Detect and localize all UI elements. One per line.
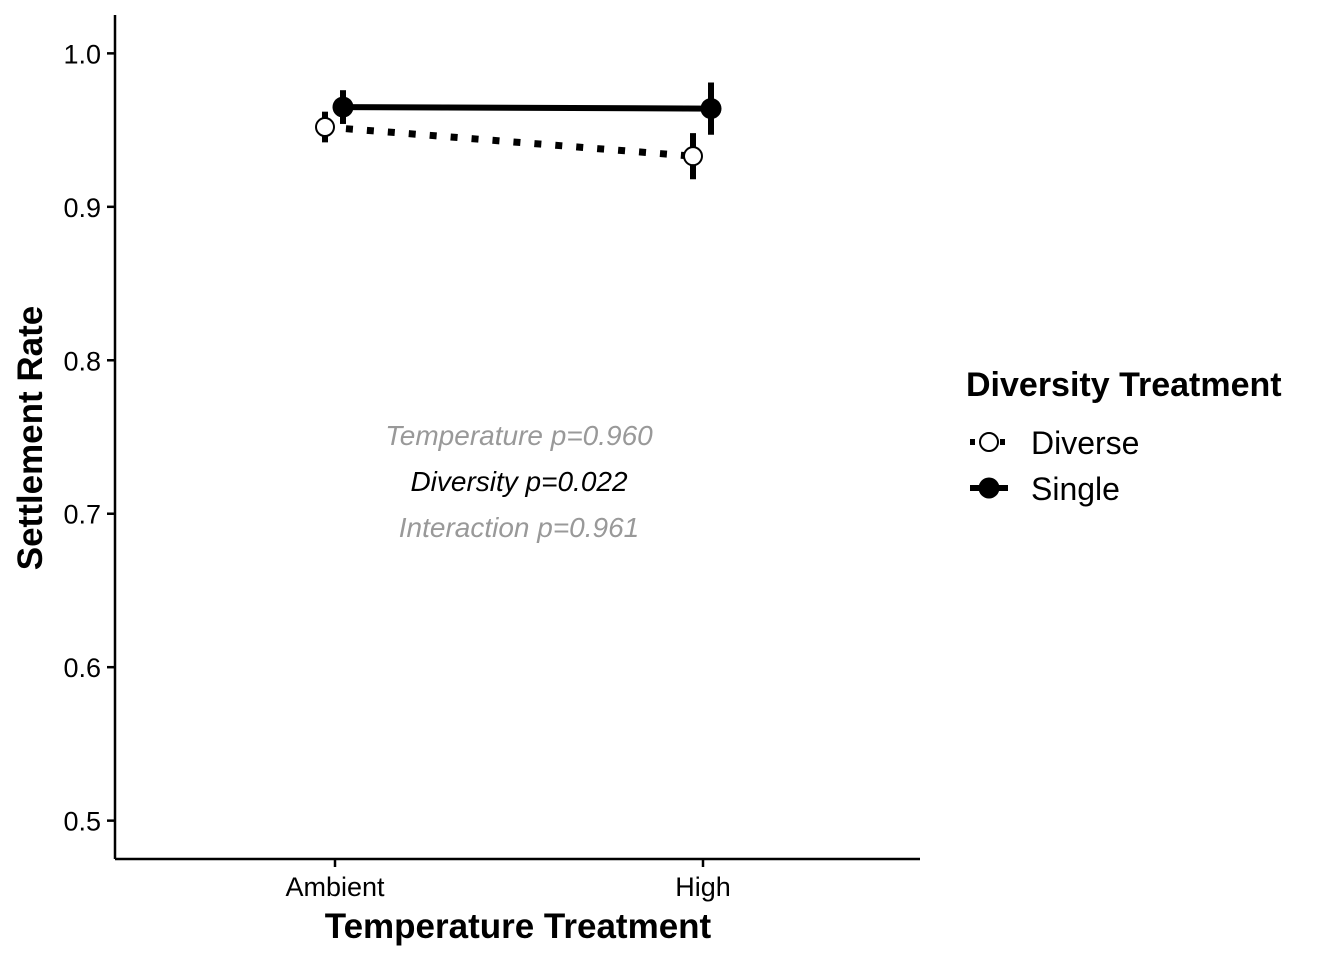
series-line-diverse: [324, 123, 694, 160]
y-tick-label: 0.6: [63, 653, 101, 683]
annotation-temperature-p: Temperature p=0.960: [385, 420, 653, 451]
data-point-open: [315, 117, 335, 138]
x-tick-label: Ambient: [285, 872, 385, 902]
series-layer: [315, 82, 722, 180]
series-diverse: [315, 111, 703, 180]
y-tick-label: 1.0: [63, 39, 101, 69]
legend-key-marker-diverse: [979, 432, 999, 452]
legend-label-single: Single: [1031, 471, 1120, 507]
x-axis-ticks: Ambient High: [285, 859, 731, 902]
y-tick-label: 0.9: [63, 193, 101, 223]
data-point-filled: [332, 96, 354, 118]
legend-title: Diversity Treatment: [966, 366, 1282, 404]
data-point-open: [683, 146, 703, 167]
annotation-interaction-p: Interaction p=0.961: [399, 512, 640, 543]
legend-label-diverse: Diverse: [1031, 425, 1139, 461]
series-single: [332, 82, 722, 135]
y-tick-label: 0.7: [63, 500, 101, 530]
annotation-diversity-p: Diversity p=0.022: [410, 466, 628, 497]
y-tick-label: 0.8: [63, 346, 101, 376]
y-tick-label: 0.5: [63, 807, 101, 837]
legend: Diversity Treatment Diverse Single: [966, 366, 1282, 507]
legend-keys: [970, 432, 1008, 499]
y-axis-title: Settlement Rate: [11, 306, 50, 571]
x-tick-label: High: [675, 872, 731, 902]
series-line-single: [342, 104, 712, 112]
x-axis-title: Temperature Treatment: [325, 907, 712, 946]
data-point-filled: [700, 98, 722, 120]
y-axis-ticks: 0.5 0.6 0.7 0.8 0.9 1.0: [63, 39, 115, 837]
axes: [113, 15, 920, 861]
legend-key-marker-single: [978, 477, 1000, 499]
